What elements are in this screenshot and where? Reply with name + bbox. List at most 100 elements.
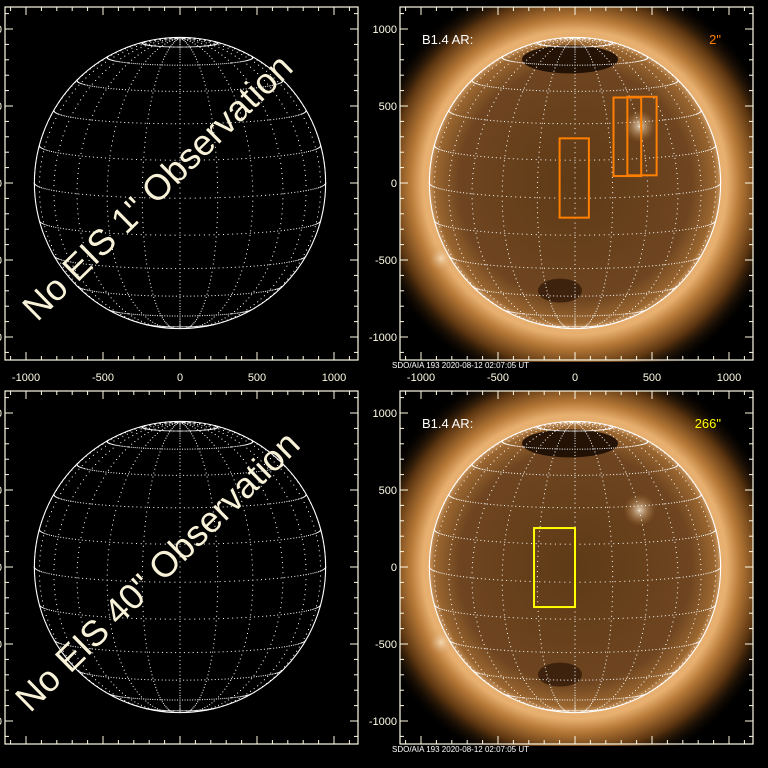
grid-dot: [56, 543, 58, 545]
grid-dot: [301, 258, 303, 260]
grid-dot: [179, 187, 181, 189]
grid-dot: [179, 586, 181, 588]
grid-dot: [596, 73, 598, 75]
grid-dot: [179, 47, 181, 49]
grid-dot: [625, 313, 627, 315]
grid-dot: [154, 64, 156, 66]
grid-dot: [281, 173, 283, 175]
grid-dot: [159, 64, 161, 66]
grid-dot: [451, 112, 453, 114]
grid-dot: [606, 90, 608, 92]
grid-dot: [146, 651, 148, 653]
grid-dot: [712, 216, 714, 218]
grid-dot: [76, 183, 78, 185]
grid-dot: [574, 101, 576, 103]
grid-dot: [35, 184, 37, 186]
grid-dot: [555, 325, 557, 327]
grid-dot: [626, 292, 628, 294]
grid-dot: [165, 706, 167, 708]
grid-dot: [166, 64, 168, 66]
grid-dot: [158, 694, 160, 696]
grid-dot: [296, 153, 298, 155]
grid-dot: [68, 257, 70, 259]
grid-dot: [149, 40, 151, 42]
grid-dot: [602, 325, 604, 327]
grid-dot: [145, 63, 147, 65]
grid-dot: [688, 100, 690, 102]
grid-dot: [286, 117, 288, 119]
grid-dot: [230, 87, 232, 89]
grid-dot: [664, 231, 666, 233]
grid-dot: [96, 291, 98, 293]
grid-dot: [149, 44, 151, 46]
grid-dot: [564, 46, 566, 48]
grid-dot: [443, 119, 445, 121]
grid-dot: [307, 127, 309, 129]
grid-dot: [186, 42, 188, 44]
grid-dot: [151, 96, 153, 98]
grid-dot: [179, 323, 181, 325]
grid-dot: [303, 257, 305, 259]
grid-dot: [39, 221, 41, 223]
grid-dot: [121, 293, 123, 295]
grid-dot: [107, 85, 109, 87]
grid-dot: [159, 315, 161, 317]
grid-dot: [55, 501, 57, 503]
grid-dot: [605, 122, 607, 124]
grid-dot: [134, 89, 136, 91]
grid-dot: [66, 509, 68, 511]
grid-dot: [282, 188, 284, 190]
grid-dot: [122, 316, 124, 318]
x-tick-label: 0: [572, 372, 578, 384]
grid-dot: [174, 425, 176, 427]
grid-dot: [297, 191, 299, 193]
grid-dot: [511, 293, 513, 295]
grid-dot: [622, 315, 624, 317]
grid-dot: [604, 314, 606, 316]
grid-dot: [113, 684, 115, 686]
grid-dot: [125, 479, 127, 481]
grid-dot: [555, 315, 557, 317]
grid-dot: [581, 42, 583, 44]
grid-dot: [71, 85, 73, 87]
grid-dot: [77, 213, 79, 215]
grid-dot: [450, 253, 452, 255]
grid-dot: [506, 248, 508, 250]
grid-dot: [495, 97, 497, 99]
grid-dot: [699, 256, 701, 258]
grid-dot: [719, 183, 721, 185]
grid-dot: [319, 146, 321, 148]
grid-dot: [40, 211, 42, 213]
grid-dot: [179, 177, 181, 179]
grid-dot: [473, 193, 475, 195]
grid-dot: [120, 697, 122, 699]
grid-dot: [513, 293, 515, 295]
grid-dot: [161, 267, 163, 269]
grid-dot: [584, 37, 586, 39]
grid-dot: [53, 190, 55, 192]
grid-dot: [633, 312, 635, 314]
grid-dot: [107, 678, 109, 680]
grid-dot: [548, 325, 550, 327]
grid-dot: [286, 112, 288, 114]
grid-dot: [164, 422, 166, 424]
grid-dot: [77, 262, 79, 264]
grid-dot: [589, 38, 591, 40]
grid-dot: [476, 155, 478, 157]
grid-dot: [179, 287, 181, 289]
grid-dot: [496, 73, 498, 75]
grid-dot: [68, 480, 70, 482]
grid-dot: [455, 259, 457, 261]
grid-dot: [260, 265, 262, 267]
grid-dot: [74, 262, 76, 264]
grid-dot: [179, 263, 181, 265]
grid-dot: [674, 227, 676, 229]
grid-dot: [606, 63, 608, 65]
grid-dot: [65, 100, 67, 102]
grid-dot: [197, 90, 199, 92]
grid-dot: [197, 38, 199, 40]
grid-dot: [574, 105, 576, 107]
grid-dot: [643, 82, 645, 84]
grid-dot: [582, 327, 584, 329]
grid-dot: [440, 224, 442, 226]
